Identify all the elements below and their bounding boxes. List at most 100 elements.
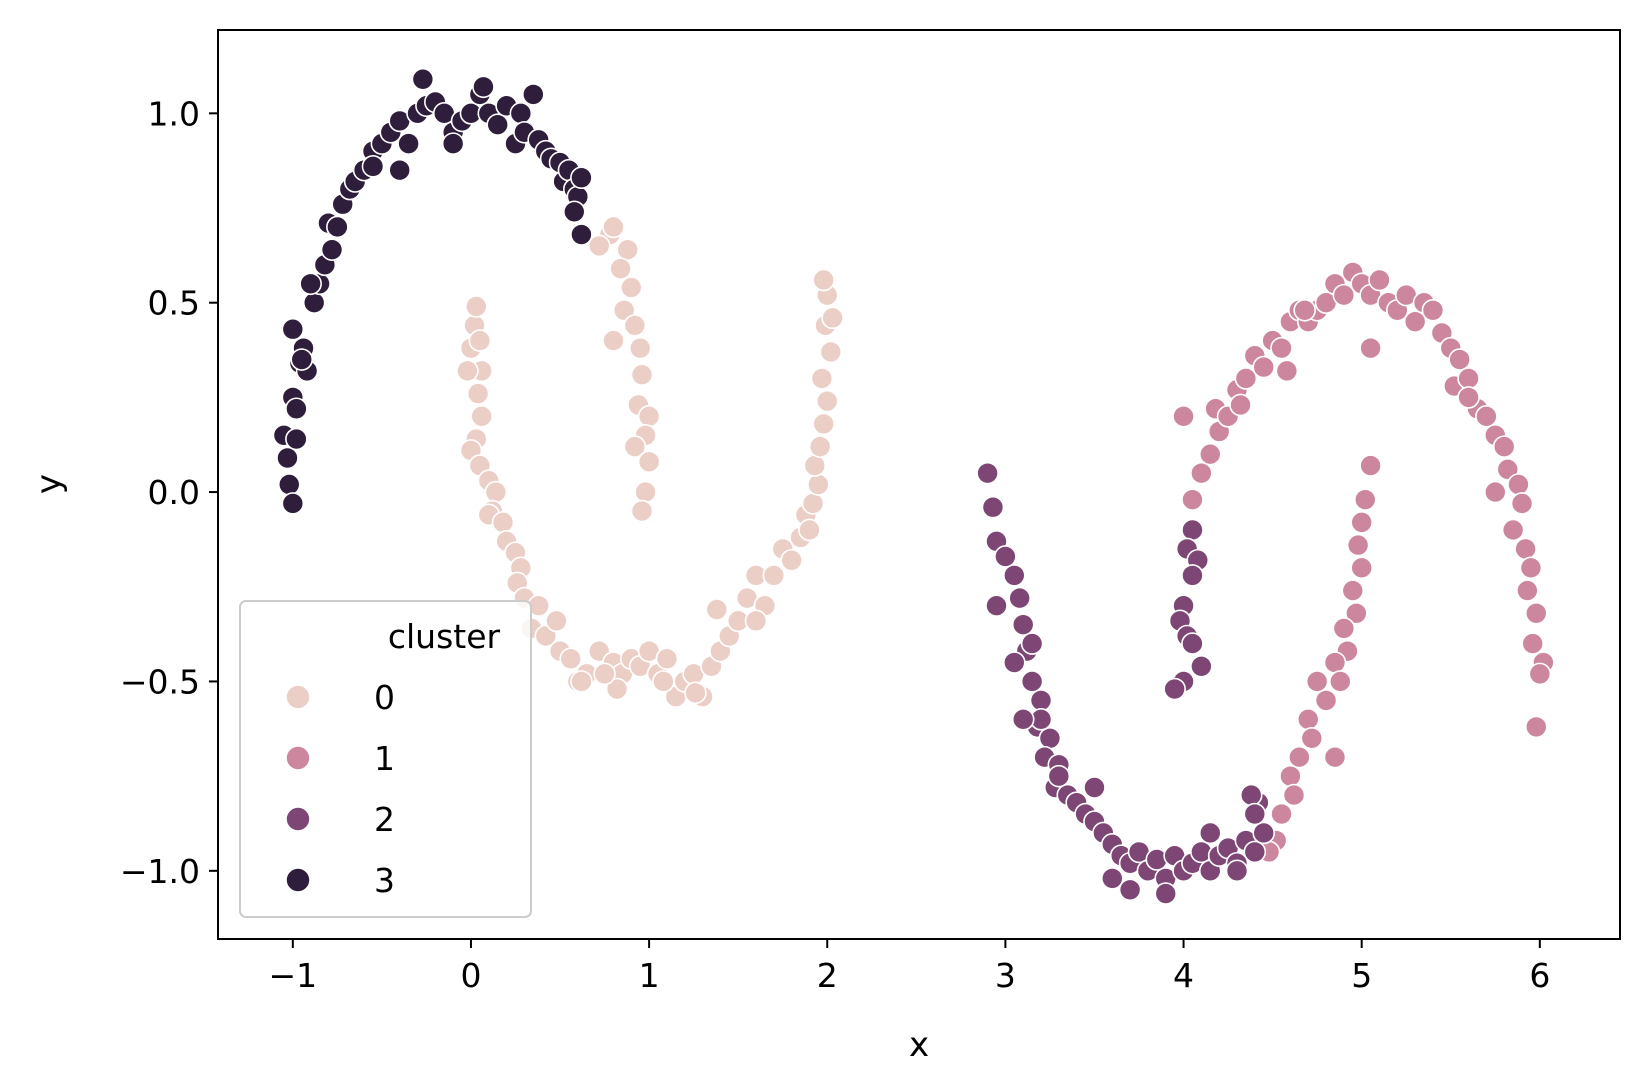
point-cluster-3-37 [486,113,509,136]
legend-marker-1 [285,745,311,771]
point-cluster-0-77 [630,363,654,386]
point-cluster-0-83 [634,480,657,504]
point-cluster-2-62 [1225,859,1249,883]
point-cluster-1-56 [1350,556,1373,580]
point-cluster-2-38 [1252,821,1276,845]
y-tick-label: −1.0 [120,852,200,891]
point-cluster-1-54 [1350,511,1373,534]
point-cluster-0-58 [808,435,832,458]
point-cluster-2-12 [1038,726,1062,750]
point-cluster-3-4 [285,427,308,451]
point-cluster-1-78 [1483,480,1507,504]
point-cluster-2-6 [1011,613,1035,636]
point-cluster-1-69 [1282,783,1306,807]
point-cluster-0-79 [637,405,661,428]
point-cluster-1-12 [1270,336,1293,360]
point-cluster-0-59 [812,412,835,436]
point-cluster-1-41 [1507,473,1530,496]
point-cluster-3-42 [522,83,545,106]
point-cluster-3-2 [281,492,305,515]
point-cluster-1-74 [1172,405,1195,428]
point-cluster-3-16 [326,215,349,239]
point-cluster-2-10 [1029,689,1053,712]
point-cluster-2-60 [1020,632,1044,655]
point-cluster-2-3 [994,545,1017,568]
point-cluster-1-53 [1353,488,1377,511]
point-cluster-2-9 [1020,670,1044,693]
point-cluster-0-70 [616,238,640,261]
point-cluster-1-70 [1270,802,1293,826]
point-cluster-3-28 [411,67,435,91]
point-cluster-0-69 [602,215,625,239]
point-cluster-2-5 [1008,586,1031,610]
point-cluster-2-57 [1047,764,1071,788]
x-tick-label: 3 [995,956,1016,995]
point-cluster-1-33 [1448,348,1471,371]
point-cluster-1-20 [1332,283,1356,307]
point-cluster-1-57 [1341,579,1365,602]
legend-label-3: 3 [374,861,395,900]
point-cluster-1-47 [1524,601,1548,625]
legend-label-2: 2 [374,800,395,839]
point-cluster-2-43 [1100,867,1124,890]
point-cluster-0-76 [628,336,652,360]
point-cluster-1-2 [1198,442,1222,466]
point-cluster-1-55 [1346,533,1370,557]
point-cluster-2-41 [1118,878,1142,902]
point-cluster-0-64 [821,306,844,330]
legend-marker-2 [285,806,311,832]
point-cluster-1-1 [1190,461,1213,485]
x-tick-label: 4 [1173,956,1194,995]
y-tick-label: −0.5 [120,662,200,701]
point-cluster-0-72 [619,276,643,299]
point-cluster-2-52 [1190,654,1213,678]
legend-marker-0 [285,684,311,710]
point-cluster-2-47 [1181,564,1204,587]
point-cluster-3-55 [361,155,385,178]
point-cluster-0-81 [623,435,647,458]
point-cluster-1-77 [1457,386,1480,409]
points-layer [272,67,1555,905]
point-cluster-1-50 [1528,662,1552,686]
point-cluster-0-55 [801,492,825,515]
point-cluster-3-11 [302,291,326,315]
point-cluster-1-8 [1234,367,1258,390]
point-cluster-0-68 [587,234,611,258]
point-cluster-1-37 [1475,405,1498,428]
point-cluster-2-61 [1243,802,1267,826]
point-cluster-1-39 [1492,435,1516,458]
point-cluster-0-84 [630,499,654,523]
point-cluster-0-57 [803,454,827,477]
x-tick-label: 0 [460,956,481,995]
point-cluster-2-40 [1239,783,1263,807]
point-cluster-2-51 [1181,632,1204,655]
y-axis-label: y [29,474,69,494]
legend-label-1: 1 [374,739,395,778]
legend-marker-3 [285,867,311,893]
x-tick-label: 1 [639,956,660,995]
x-tick-label: 5 [1351,956,1372,995]
point-cluster-3-54 [441,132,465,155]
point-cluster-3-14 [320,238,344,261]
point-cluster-0-54 [798,518,821,542]
point-cluster-0-74 [623,314,647,337]
point-cluster-1-44 [1514,537,1537,561]
point-cluster-1-59 [1332,617,1356,640]
point-cluster-1-48 [1521,632,1545,655]
point-cluster-0-86 [593,662,616,686]
point-cluster-1-51 [1524,715,1548,739]
point-cluster-0-12 [484,480,508,504]
point-cluster-2-44 [1181,518,1204,542]
point-cluster-1-45 [1519,556,1543,580]
point-cluster-0-26 [559,647,583,671]
point-cluster-2-1 [981,495,1005,519]
point-cluster-1-10 [1252,355,1276,379]
point-cluster-1-0 [1181,488,1204,511]
point-cluster-2-0 [976,461,999,485]
point-cluster-1-43 [1501,518,1525,542]
point-cluster-1-24 [1368,268,1391,292]
y-tick-label: 1.0 [148,94,200,133]
point-cluster-1-58 [1345,601,1368,625]
x-tick-label: 2 [817,956,838,995]
